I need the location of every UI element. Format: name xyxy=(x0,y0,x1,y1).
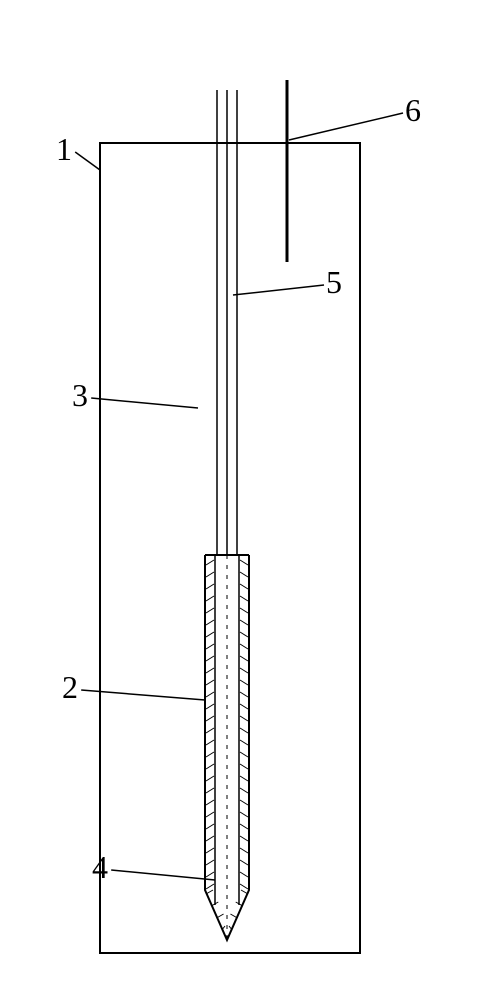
leader-line-3 xyxy=(91,398,198,408)
leader-line-4 xyxy=(111,870,215,880)
label-3: 3 xyxy=(72,377,88,414)
label-2: 2 xyxy=(62,669,78,706)
leader-line-1 xyxy=(75,152,100,170)
leader-line-6 xyxy=(289,113,403,140)
outer-container-rect xyxy=(100,143,360,953)
label-5: 5 xyxy=(326,264,342,301)
label-6: 6 xyxy=(405,92,421,129)
leader-line-5 xyxy=(233,285,324,295)
diagram-svg xyxy=(0,0,501,1000)
label-1: 1 xyxy=(56,131,72,168)
label-4: 4 xyxy=(92,849,108,886)
technical-diagram: 1 2 3 4 5 6 xyxy=(0,0,501,1000)
